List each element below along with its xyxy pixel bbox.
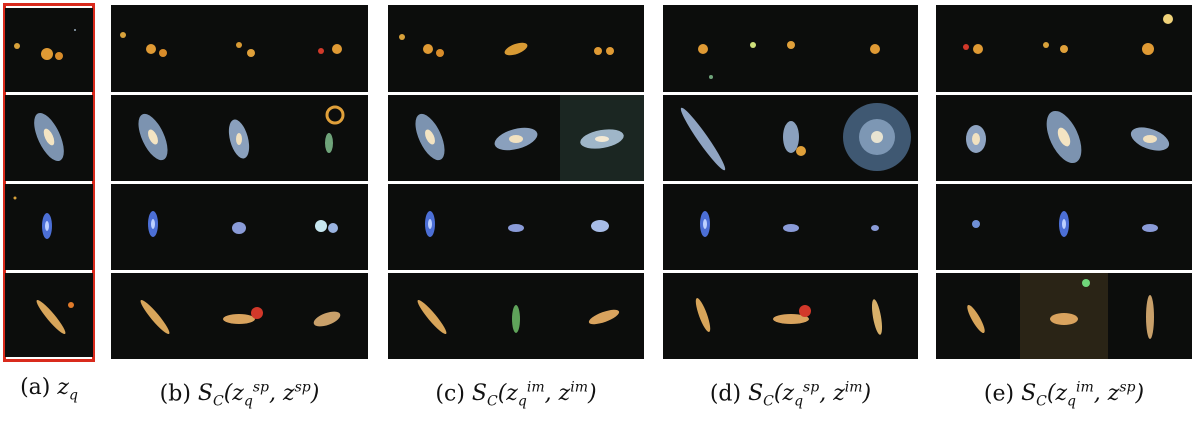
panel-d [663, 5, 918, 360]
galaxy-image-d-2 [680, 103, 911, 171]
caption-b-label: (b) [159, 381, 191, 407]
row-1-strip [111, 5, 368, 92]
galaxy-image-c-2 [415, 95, 644, 181]
galaxy-image-a-2 [34, 112, 64, 162]
galaxy-image-b-3 [148, 211, 338, 237]
caption-e-label: (e) [983, 381, 1015, 407]
caption-c: (c) SC(zqim, zim) [388, 368, 644, 410]
caption-a-label: (a) [20, 375, 51, 400]
galaxy-image-b-2 [138, 105, 345, 161]
galaxy-image-c-3 [425, 211, 609, 237]
galaxy-image-e-3 [972, 211, 1158, 237]
row-4-strip [388, 273, 644, 359]
row-4-strip [663, 273, 918, 359]
row-4-strip [936, 273, 1192, 359]
row-4-strip [5, 273, 93, 357]
galaxy-image-a-1 [14, 29, 76, 60]
panel-e [936, 5, 1192, 360]
row-2-strip [388, 95, 644, 181]
row-1-strip [936, 5, 1192, 92]
row-3-strip [388, 184, 644, 270]
galaxy-image-a-3 [13, 196, 52, 239]
galaxy-image-e-1 [963, 14, 1173, 55]
caption-c-label: (c) [435, 381, 465, 407]
galaxy-image-d-4 [695, 298, 883, 335]
row-3-strip [936, 184, 1192, 270]
caption-d-math: SC(zqsp, zim) [748, 380, 872, 410]
row-2-strip [5, 95, 93, 181]
caption-d-label: (d) [709, 381, 742, 407]
row-4-strip [111, 273, 368, 359]
caption-a: (a) zq [5, 368, 93, 408]
row-1-strip [5, 8, 93, 92]
caption-b: (b) SC(zqsp, zsp) [111, 368, 368, 410]
row-2-strip [936, 95, 1192, 181]
caption-a-math: zq [57, 375, 78, 404]
galaxy-image-a-4 [36, 299, 74, 335]
row-3-strip [5, 184, 93, 270]
galaxy-image-d-1 [698, 41, 880, 79]
row-3-strip [111, 184, 368, 270]
galaxy-image-b-4 [140, 299, 341, 335]
galaxy-image-d-3 [700, 211, 879, 237]
galaxy-image-e-2 [966, 110, 1170, 164]
row-2-strip [663, 95, 918, 181]
caption-e-math: SC(zqim, zsp) [1021, 380, 1145, 410]
row-1-strip [663, 5, 918, 92]
row-1-strip [388, 5, 644, 92]
panel-b [111, 5, 368, 360]
galaxy-image-b-1 [120, 32, 342, 57]
row-3-strip [663, 184, 918, 270]
caption-c-math: SC(zqim, zim) [471, 380, 597, 410]
caption-e: (e) SC(zqim, zsp) [936, 368, 1192, 410]
panel-c [388, 5, 644, 360]
caption-b-math: SC(zqsp, zsp) [197, 380, 320, 410]
galaxy-image-c-1 [399, 34, 614, 57]
galaxy-image-e-4 [967, 273, 1154, 359]
galaxy-image-c-4 [417, 299, 620, 335]
panel-a-query [3, 3, 95, 362]
row-2-strip [111, 95, 368, 181]
caption-d: (d) SC(zqsp, zim) [663, 368, 918, 410]
